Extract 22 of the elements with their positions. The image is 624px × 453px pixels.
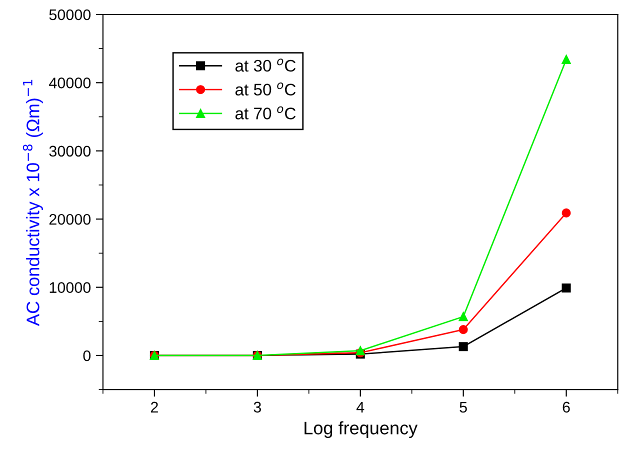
- y-tick-label: 10000: [50, 282, 91, 293]
- y-tick-label: 40000: [49, 78, 91, 88]
- y-tick-label: 20000: [49, 214, 91, 225]
- y-axis-title: AC conductivity x 10$^{−8}$ (Ωm)$^{−1}$: [22, 80, 43, 326]
- point: [458, 312, 468, 322]
- y-tick-label: 30000: [49, 146, 91, 157]
- legend-label: at 50 $^{o}$C: [235, 82, 296, 96]
- y-tick-label: 50000: [49, 9, 91, 20]
- point: [562, 208, 571, 218]
- x-tick-label: 6: [562, 402, 570, 413]
- legend-label: at 30 $^{o}$C: [235, 58, 296, 72]
- x-tick-label: 4: [356, 402, 364, 412]
- point: [562, 283, 571, 292]
- point: [458, 342, 468, 352]
- legend-label: at 70 $^{o}$C: [235, 106, 296, 120]
- x-tick-label: 5: [460, 402, 467, 413]
- point: [458, 325, 468, 334]
- point: [562, 54, 571, 64]
- x-axis-title: Log frequency: [304, 421, 418, 438]
- x-tick-label: 3: [254, 402, 261, 413]
- y-tick-label: 0: [83, 350, 91, 362]
- x-tick-label: 2: [150, 402, 158, 412]
